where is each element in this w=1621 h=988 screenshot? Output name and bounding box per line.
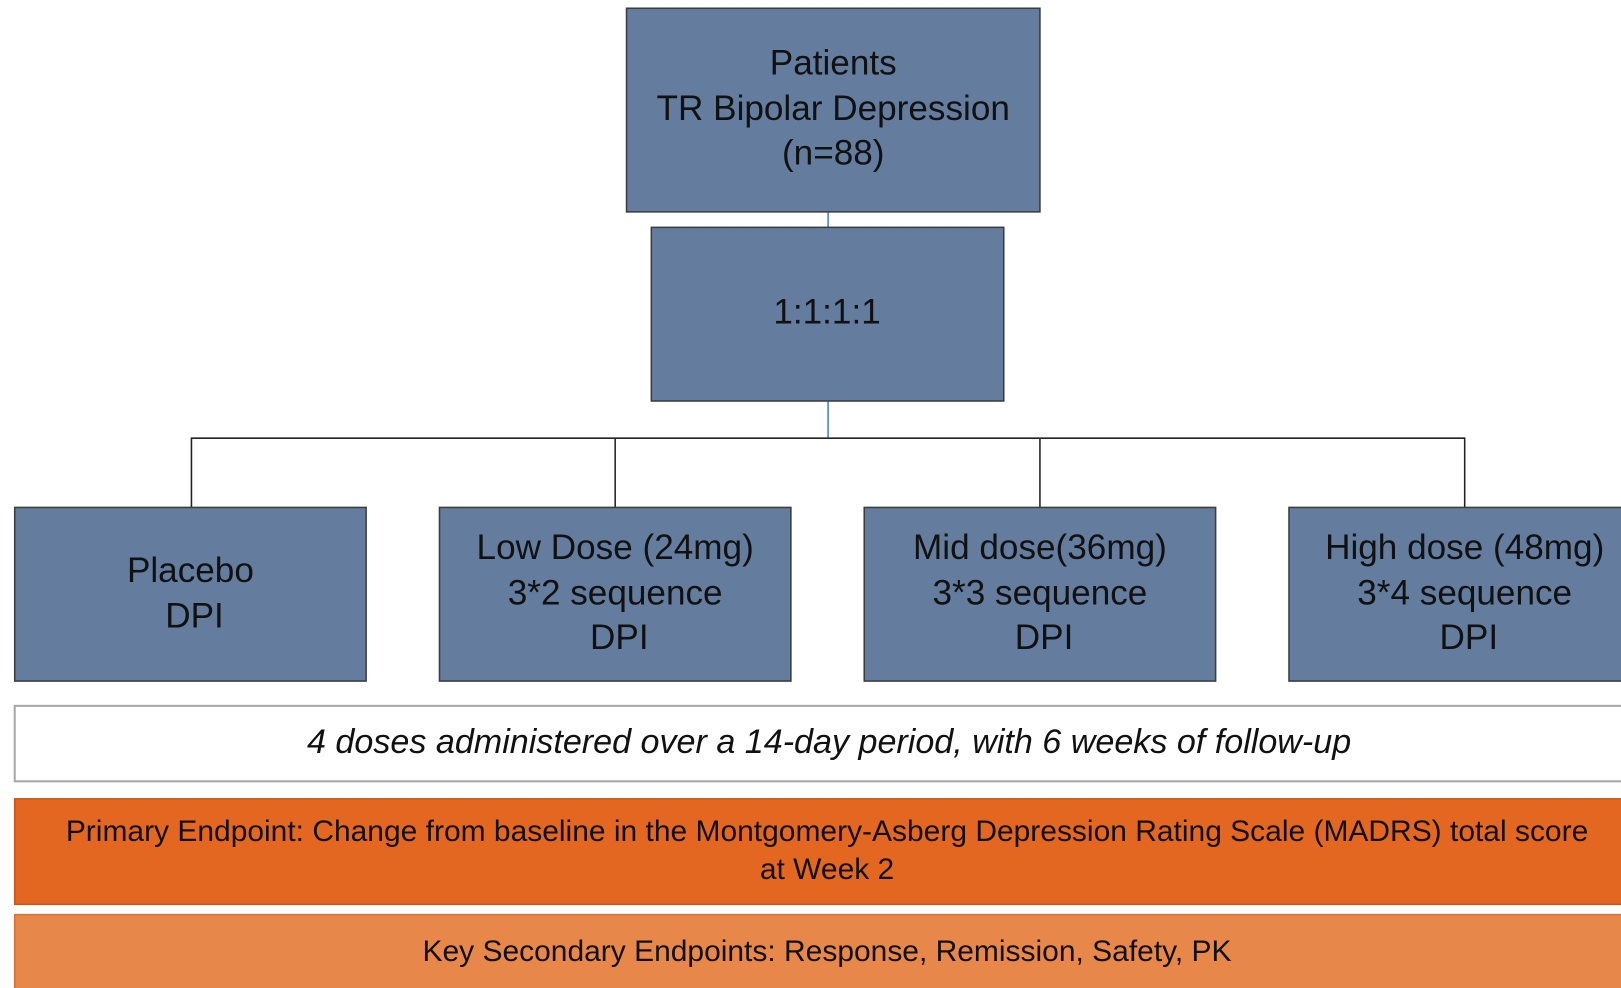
connector	[190, 437, 1466, 508]
node-text: Placebo	[127, 551, 254, 590]
schedule-box	[13, 704, 1621, 783]
primary-box	[13, 798, 1621, 906]
arm-box	[13, 506, 367, 682]
secondary-text: Key Secondary Endpoints: Response, Remis…	[423, 935, 1232, 968]
node-text: 3*2 sequence	[508, 574, 723, 613]
node-text: DPI	[590, 618, 649, 657]
primary-text: Primary Endpoint: Change from baseline i…	[66, 815, 1588, 848]
arm-box	[438, 506, 792, 682]
node-text: Mid dose(36mg)	[913, 528, 1167, 567]
arm-box	[863, 506, 1217, 682]
node-text: DPI	[1440, 618, 1499, 657]
node-text: 1:1:1:1	[773, 292, 880, 331]
node-text: 3*3 sequence	[933, 574, 1148, 613]
schedule-text: 4 doses administered over a 14-day perio…	[307, 723, 1351, 761]
node-text: DPI	[165, 596, 224, 635]
primary-text: at Week 2	[760, 853, 894, 886]
node-text: High dose (48mg)	[1325, 528, 1604, 567]
node-text: (n=88)	[782, 133, 885, 172]
node-text: Low Dose (24mg)	[477, 528, 754, 567]
node-text: TR Bipolar Depression	[657, 89, 1010, 128]
node-text: 3*4 sequence	[1357, 574, 1572, 613]
arm-box	[1288, 506, 1621, 682]
ratio-box	[650, 226, 1005, 402]
node-text: Patients	[770, 43, 897, 82]
secondary-box	[13, 913, 1621, 988]
node-text: DPI	[1015, 618, 1074, 657]
patients-box	[625, 7, 1041, 213]
